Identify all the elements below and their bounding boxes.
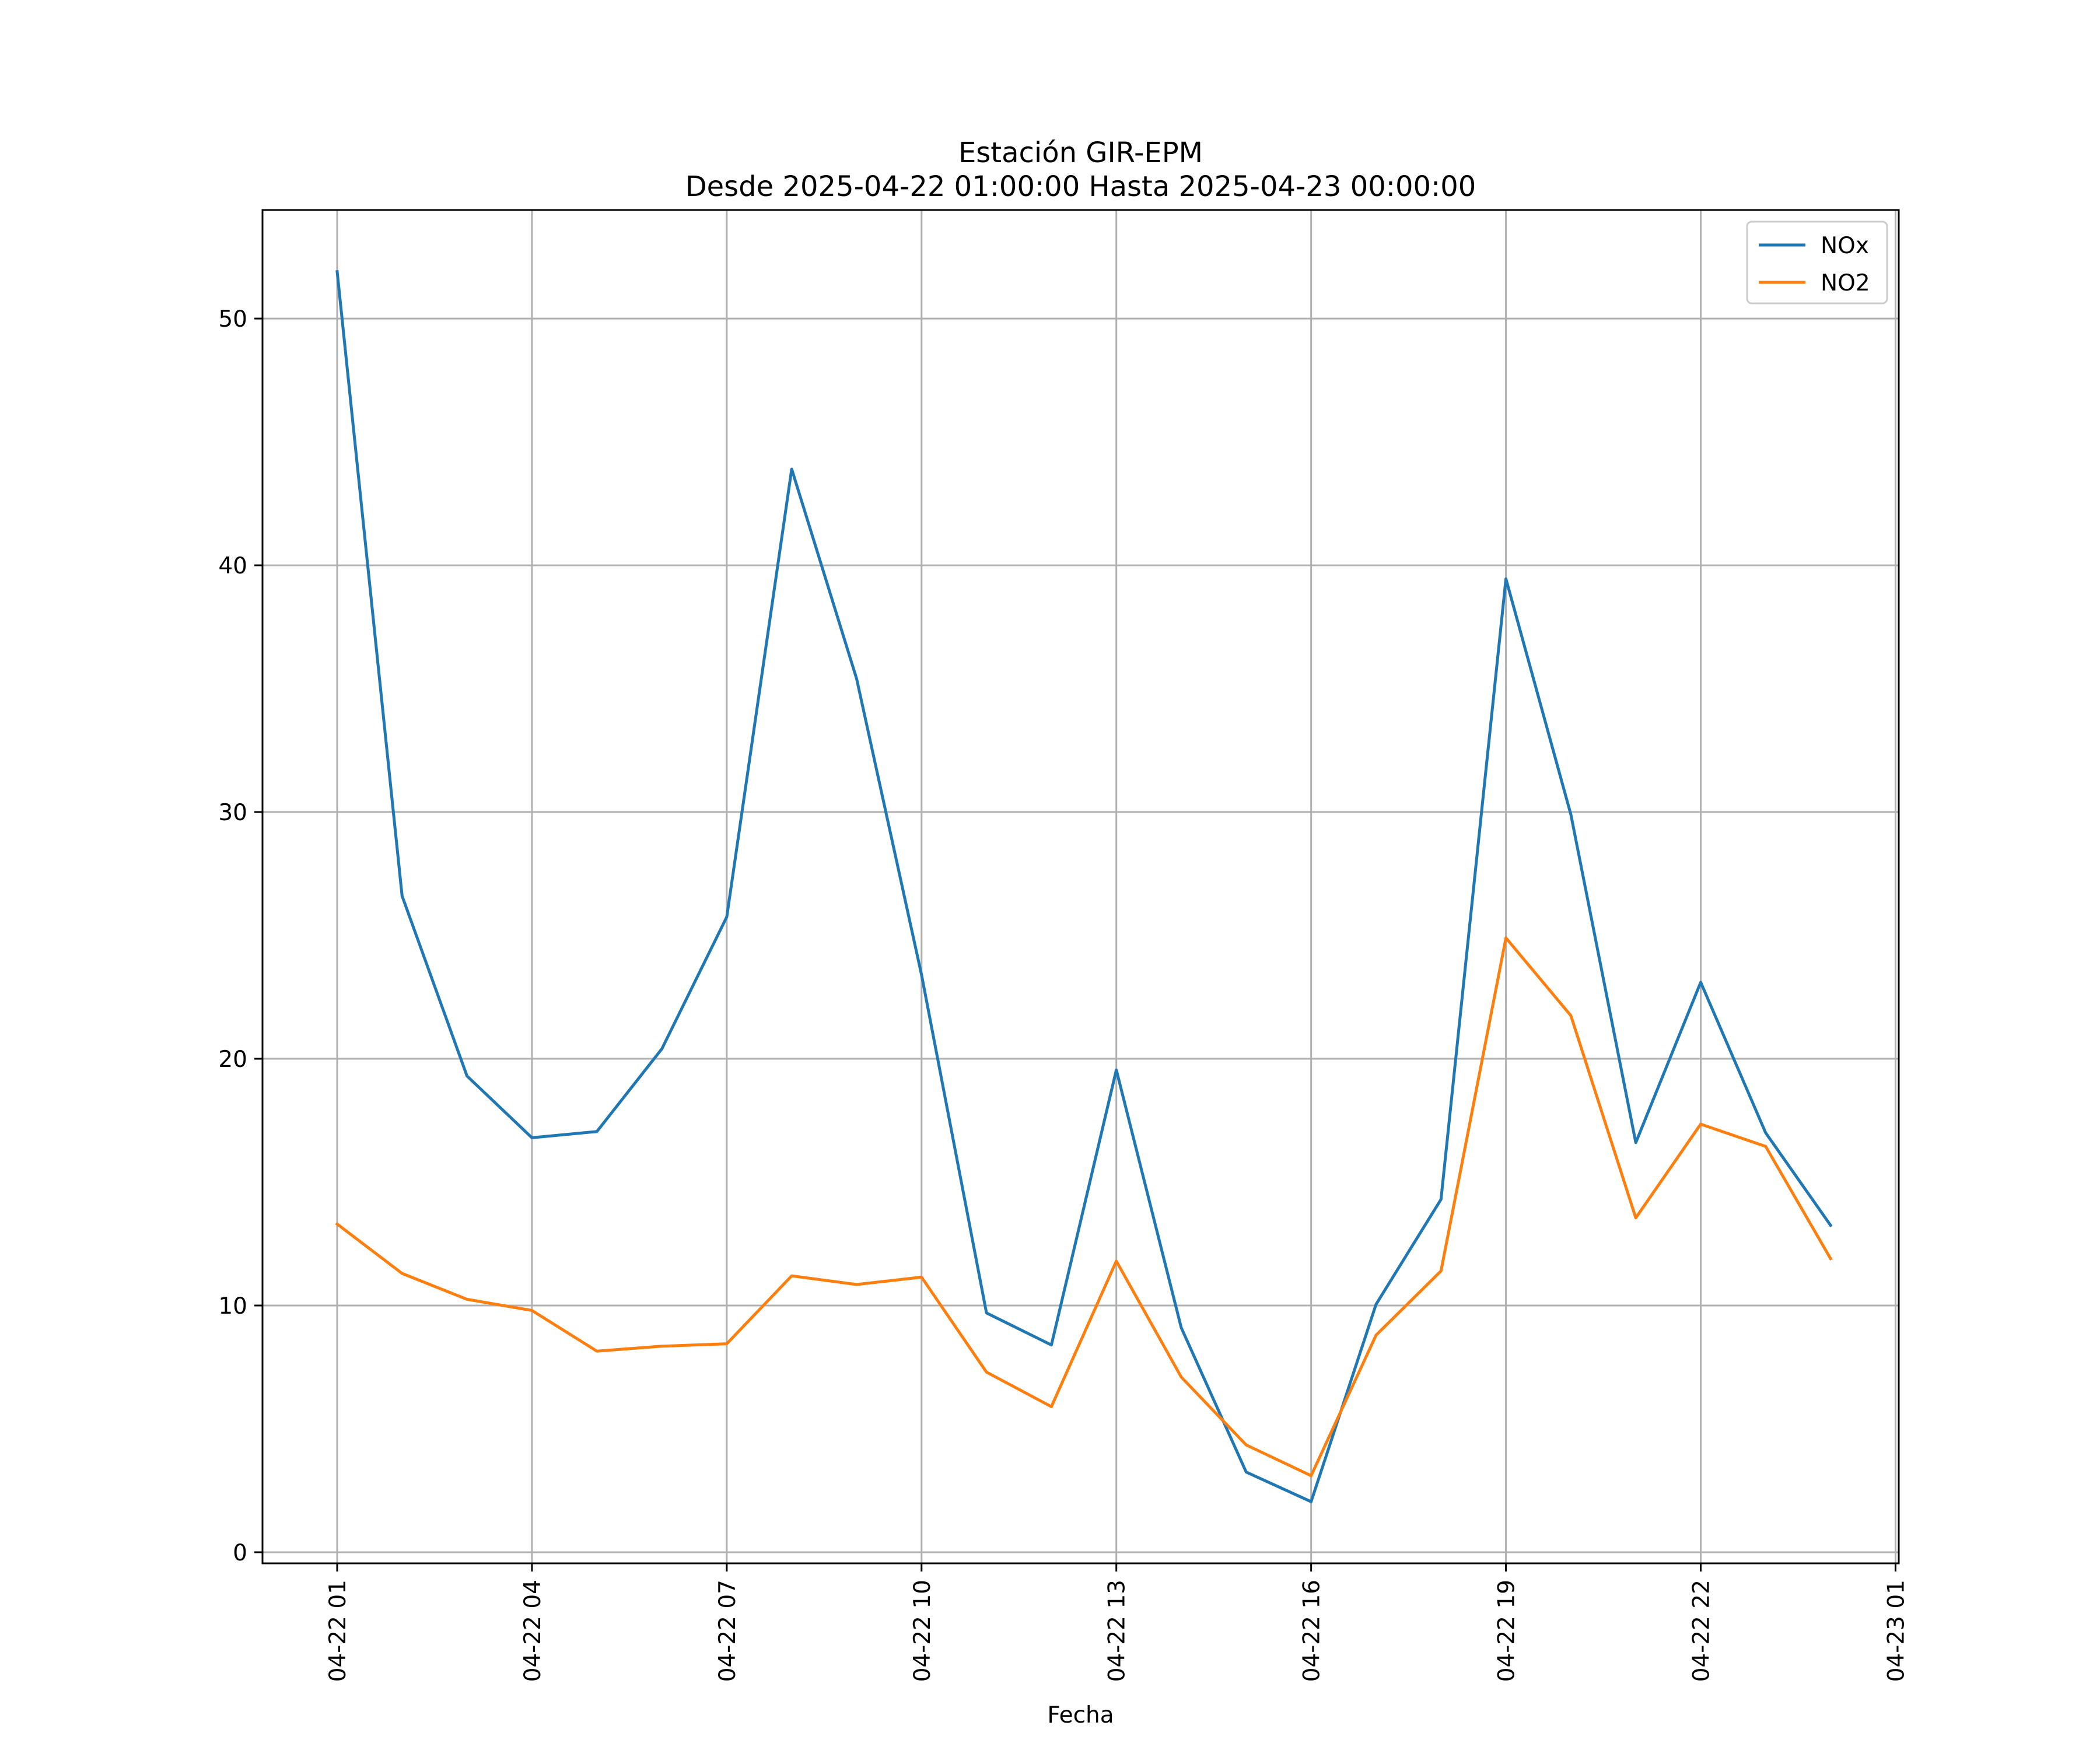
x-tick-label: 04-22 07 xyxy=(715,1580,741,1682)
y-tick-label: 50 xyxy=(218,306,247,332)
data-point-nox xyxy=(1244,1471,1248,1474)
series-line-no2 xyxy=(335,936,1833,1478)
legend: NOx NO2 xyxy=(1746,220,1888,304)
series-nox xyxy=(335,270,1833,1503)
data-point-no2 xyxy=(1504,936,1508,940)
data-point-nox xyxy=(400,894,404,898)
data-point-no2 xyxy=(400,1272,404,1275)
data-point-no2 xyxy=(1374,1334,1378,1337)
data-point-nox xyxy=(1764,1131,1768,1135)
data-point-no2 xyxy=(725,1342,729,1346)
data-point-nox xyxy=(1699,981,1703,984)
data-point-nox xyxy=(1504,577,1508,580)
x-tick-label: 04-23 01 xyxy=(1883,1580,1909,1682)
data-point-nox xyxy=(1310,1500,1313,1503)
data-point-no2 xyxy=(1049,1405,1053,1408)
series-no2 xyxy=(335,936,1833,1478)
data-point-no2 xyxy=(855,1283,859,1286)
data-point-no2 xyxy=(790,1274,793,1278)
data-point-no2 xyxy=(1829,1257,1832,1261)
data-point-no2 xyxy=(1569,1014,1573,1017)
x-tick-label: 04-22 16 xyxy=(1299,1580,1325,1682)
legend-item-no2: NO2 xyxy=(1759,270,1870,296)
series-layer xyxy=(335,270,1833,1503)
data-point-nox xyxy=(1374,1303,1378,1306)
plot-frame xyxy=(261,209,1900,1564)
data-point-no2 xyxy=(1764,1144,1768,1148)
x-tick-label: 04-22 13 xyxy=(1104,1580,1130,1682)
y-tick-label: 40 xyxy=(218,553,247,579)
x-tick-label: 04-22 01 xyxy=(325,1580,351,1682)
data-point-nox xyxy=(1634,1141,1637,1144)
x-tick-label: 04-22 10 xyxy=(909,1580,936,1682)
data-point-nox xyxy=(920,973,923,977)
data-point-nox xyxy=(1115,1068,1118,1072)
data-point-nox xyxy=(1829,1224,1832,1227)
data-point-nox xyxy=(530,1136,534,1139)
data-point-no2 xyxy=(1699,1122,1703,1126)
data-point-nox xyxy=(1569,813,1573,816)
data-point-no2 xyxy=(660,1345,664,1348)
y-tick-label: 0 xyxy=(233,1540,247,1566)
x-tick-label: 04-22 19 xyxy=(1494,1580,1520,1682)
data-point-nox xyxy=(335,270,339,274)
grid xyxy=(262,210,1899,1563)
legend-label: NOx xyxy=(1821,233,1869,259)
x-tick-label: 04-22 04 xyxy=(520,1580,546,1682)
chart-title: Estación GIR-EPM xyxy=(958,136,1203,169)
series-line-nox xyxy=(335,270,1833,1503)
data-point-no2 xyxy=(985,1370,988,1374)
data-point-no2 xyxy=(1244,1443,1248,1447)
data-point-nox xyxy=(855,677,859,681)
chart-subtitle: Desde 2025-04-22 01:00:00 Hasta 2025-04-… xyxy=(685,170,1476,203)
data-point-no2 xyxy=(595,1349,598,1353)
data-point-nox xyxy=(595,1130,598,1133)
data-point-no2 xyxy=(335,1222,339,1226)
data-point-no2 xyxy=(1634,1216,1637,1220)
ticks: 04-22 01 04-22 04 04-22 07 04-22 10 04-22 13… xyxy=(218,306,1909,1682)
data-point-nox xyxy=(1180,1326,1183,1329)
legend-label: NO2 xyxy=(1821,270,1870,296)
y-tick-label: 10 xyxy=(218,1293,247,1320)
y-tick-label: 20 xyxy=(218,1046,247,1073)
legend-item-nox: NOx xyxy=(1759,233,1869,259)
data-point-nox xyxy=(466,1074,469,1078)
data-point-no2 xyxy=(1180,1376,1183,1379)
data-point-no2 xyxy=(1115,1259,1118,1263)
data-point-nox xyxy=(660,1047,664,1051)
data-point-nox xyxy=(1439,1198,1443,1201)
data-point-nox xyxy=(985,1311,988,1315)
data-point-nox xyxy=(1049,1343,1053,1347)
data-point-no2 xyxy=(530,1309,534,1312)
data-point-no2 xyxy=(1310,1474,1313,1478)
data-point-no2 xyxy=(1439,1269,1443,1273)
x-axis-label: Fecha xyxy=(1047,1702,1114,1728)
data-point-nox xyxy=(725,915,729,919)
data-point-nox xyxy=(790,467,793,471)
data-point-no2 xyxy=(920,1275,923,1279)
x-tick-label: 04-22 22 xyxy=(1689,1580,1715,1682)
data-point-no2 xyxy=(466,1297,469,1301)
y-tick-label: 30 xyxy=(218,800,247,826)
